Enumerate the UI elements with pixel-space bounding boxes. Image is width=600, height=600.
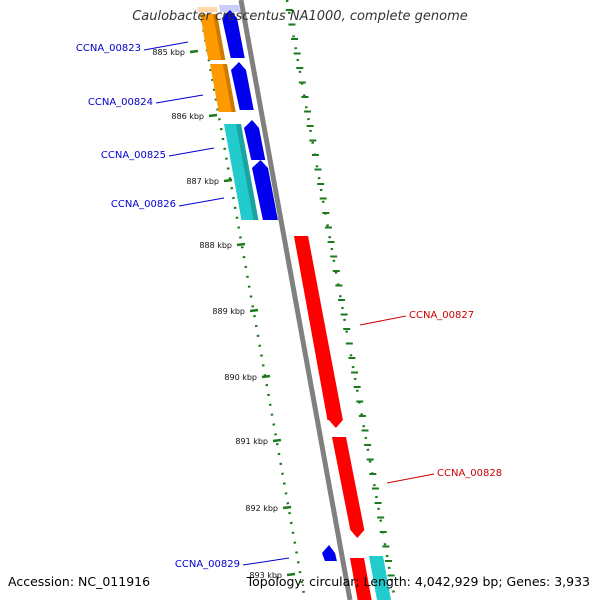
tick-mark xyxy=(189,49,199,54)
gene-leader-line xyxy=(242,557,290,566)
gc-block xyxy=(197,7,218,12)
gc-content-stripe xyxy=(223,64,236,112)
genome-backbone xyxy=(238,0,353,600)
tick-mark xyxy=(208,113,218,118)
tick-mark xyxy=(286,572,296,577)
gene-label-ccna_00823[interactable]: CCNA_00823 xyxy=(76,43,141,54)
gc-skew-stripe xyxy=(236,124,259,220)
gene-leader-line xyxy=(143,41,189,51)
tick-mark xyxy=(272,438,282,443)
map-title: Caulobacter crescentus NA1000, complete … xyxy=(132,9,468,24)
gc-content-stripe xyxy=(213,14,226,60)
tick-mark xyxy=(223,178,233,183)
gene-leader-line xyxy=(359,315,407,326)
tick-label: 890 kbp xyxy=(224,373,257,382)
tick-mark xyxy=(236,242,246,247)
tick-label: 887 kbp xyxy=(186,177,219,186)
gene-leader-line xyxy=(178,197,225,207)
tick-label: 889 kbp xyxy=(212,307,245,316)
gene-leader-line xyxy=(168,147,215,157)
tick-label: 891 kbp xyxy=(235,437,268,446)
genome-summary: Topology: circular; Length: 4,042,929 bp… xyxy=(246,574,590,589)
tick-marks: 885 kbp 886 kbp 887 kbp 888 kbp 889 kbp 890 k… xyxy=(152,9,395,580)
gc-skew-bar xyxy=(369,556,391,600)
tick-label: 886 kbp xyxy=(171,112,204,121)
gene-labels: CCNA_00823 CCNA_00824 CCNA_00825 CCNA_00826… xyxy=(76,41,502,570)
cds-reverse xyxy=(332,437,365,538)
tick-label: 885 kbp xyxy=(152,48,185,57)
tick-mark xyxy=(249,308,259,313)
accession-text: Accession: NC_011916 xyxy=(8,574,151,589)
tick-mark xyxy=(282,505,292,510)
tick-label: 888 kbp xyxy=(199,241,232,250)
tick-mark xyxy=(261,374,271,379)
gene-label-ccna_00825[interactable]: CCNA_00825 xyxy=(101,150,166,161)
gene-label-ccna_00829[interactable]: CCNA_00829 xyxy=(175,559,240,570)
gene-leader-line xyxy=(155,94,204,104)
gene-label-ccna_00828[interactable]: CCNA_00828 xyxy=(437,468,502,479)
cds-reverse xyxy=(350,558,372,600)
gene-label-ccna_00827[interactable]: CCNA_00827 xyxy=(409,310,474,321)
gene-label-ccna_00826[interactable]: CCNA_00826 xyxy=(111,199,176,210)
cds-reverse xyxy=(294,236,343,428)
cds-forward xyxy=(231,62,254,110)
gc-content-bar xyxy=(200,14,225,60)
tick-label: 892 kbp xyxy=(245,504,278,513)
gene-features xyxy=(197,5,391,600)
gene-leader-line xyxy=(386,473,435,484)
gc-content-bar xyxy=(210,64,235,112)
gene-label-ccna_00824[interactable]: CCNA_00824 xyxy=(88,97,153,108)
cds-forward xyxy=(252,160,278,220)
cds-forward xyxy=(244,120,266,160)
cds-forward xyxy=(222,10,245,58)
tick-label: 893 kbp xyxy=(249,571,282,580)
cds-forward xyxy=(322,545,337,561)
gc-block xyxy=(219,5,241,12)
